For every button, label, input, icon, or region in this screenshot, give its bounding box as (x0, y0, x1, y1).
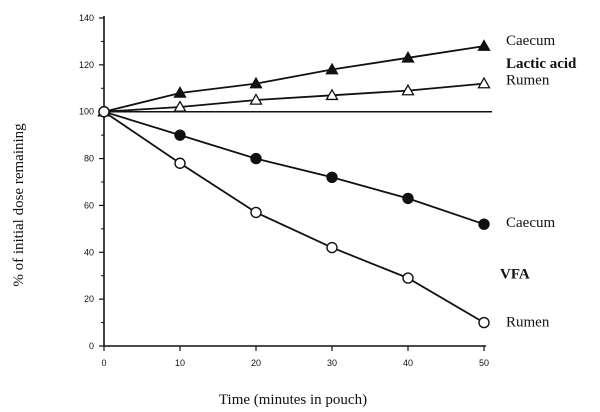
data-point (326, 171, 338, 184)
series-vfa-caecum (98, 106, 490, 230)
data-point (477, 39, 491, 51)
x-tick-label: 30 (327, 358, 337, 368)
data-point (250, 152, 262, 165)
x-tick-label: 10 (175, 358, 185, 368)
data-point (174, 129, 186, 141)
group-label: VFA (500, 266, 530, 282)
data-point (478, 218, 490, 230)
y-tick-label: 120 (79, 60, 94, 70)
series-lactic-rumen (97, 76, 491, 117)
data-point (325, 62, 339, 75)
y-axis-title: % of initial dose remaining (11, 123, 27, 287)
series-line-lactic-caecum (103, 45, 485, 113)
series-label-vfa-caecum: Caecum (506, 215, 555, 231)
x-tick-label: 40 (403, 358, 413, 368)
series-line-vfa-caecum (103, 110, 485, 226)
series-label-lactic-rumen: Rumen (506, 73, 550, 89)
series-label-lactic-caecum: Caecum (506, 33, 555, 49)
y-tick-label: 0 (89, 341, 94, 351)
data-point (249, 76, 263, 89)
group-label: Lactic acid (506, 56, 577, 72)
data-point (402, 192, 414, 205)
y-tick-label: 20 (84, 294, 94, 304)
data-point (326, 241, 338, 254)
axes: 0 20 40 60 80 100 120 140 0 10 20 30 40 50 (79, 13, 489, 368)
series-layer (97, 39, 491, 329)
data-point (401, 51, 415, 63)
x-axis-title: Time (minutes in pouch) (219, 392, 367, 408)
data-point (98, 106, 110, 118)
y-tick-label: 60 (84, 200, 94, 210)
data-point (325, 88, 339, 101)
data-point (174, 157, 186, 169)
data-point (250, 206, 262, 219)
x-tick-label: 0 (101, 358, 106, 368)
series-label-vfa-rumen: Rumen (506, 315, 550, 331)
data-point (402, 272, 414, 284)
series-line-vfa-rumen (103, 110, 485, 324)
series-line-lactic-rumen (103, 82, 485, 113)
data-point (478, 316, 490, 329)
data-point (173, 86, 187, 98)
y-tick-label: 100 (79, 107, 94, 117)
y-tick-label: 80 (84, 154, 94, 164)
data-point (249, 93, 263, 105)
series-lactic-caecum (97, 39, 491, 117)
x-tick-label: 50 (479, 358, 489, 368)
data-point (401, 83, 415, 96)
series-vfa-rumen (98, 106, 490, 329)
y-tick-label: 40 (84, 247, 94, 257)
x-tick-label: 20 (251, 358, 261, 368)
y-tick-label: 140 (79, 13, 94, 23)
data-point (477, 76, 491, 89)
data-point (173, 100, 187, 112)
